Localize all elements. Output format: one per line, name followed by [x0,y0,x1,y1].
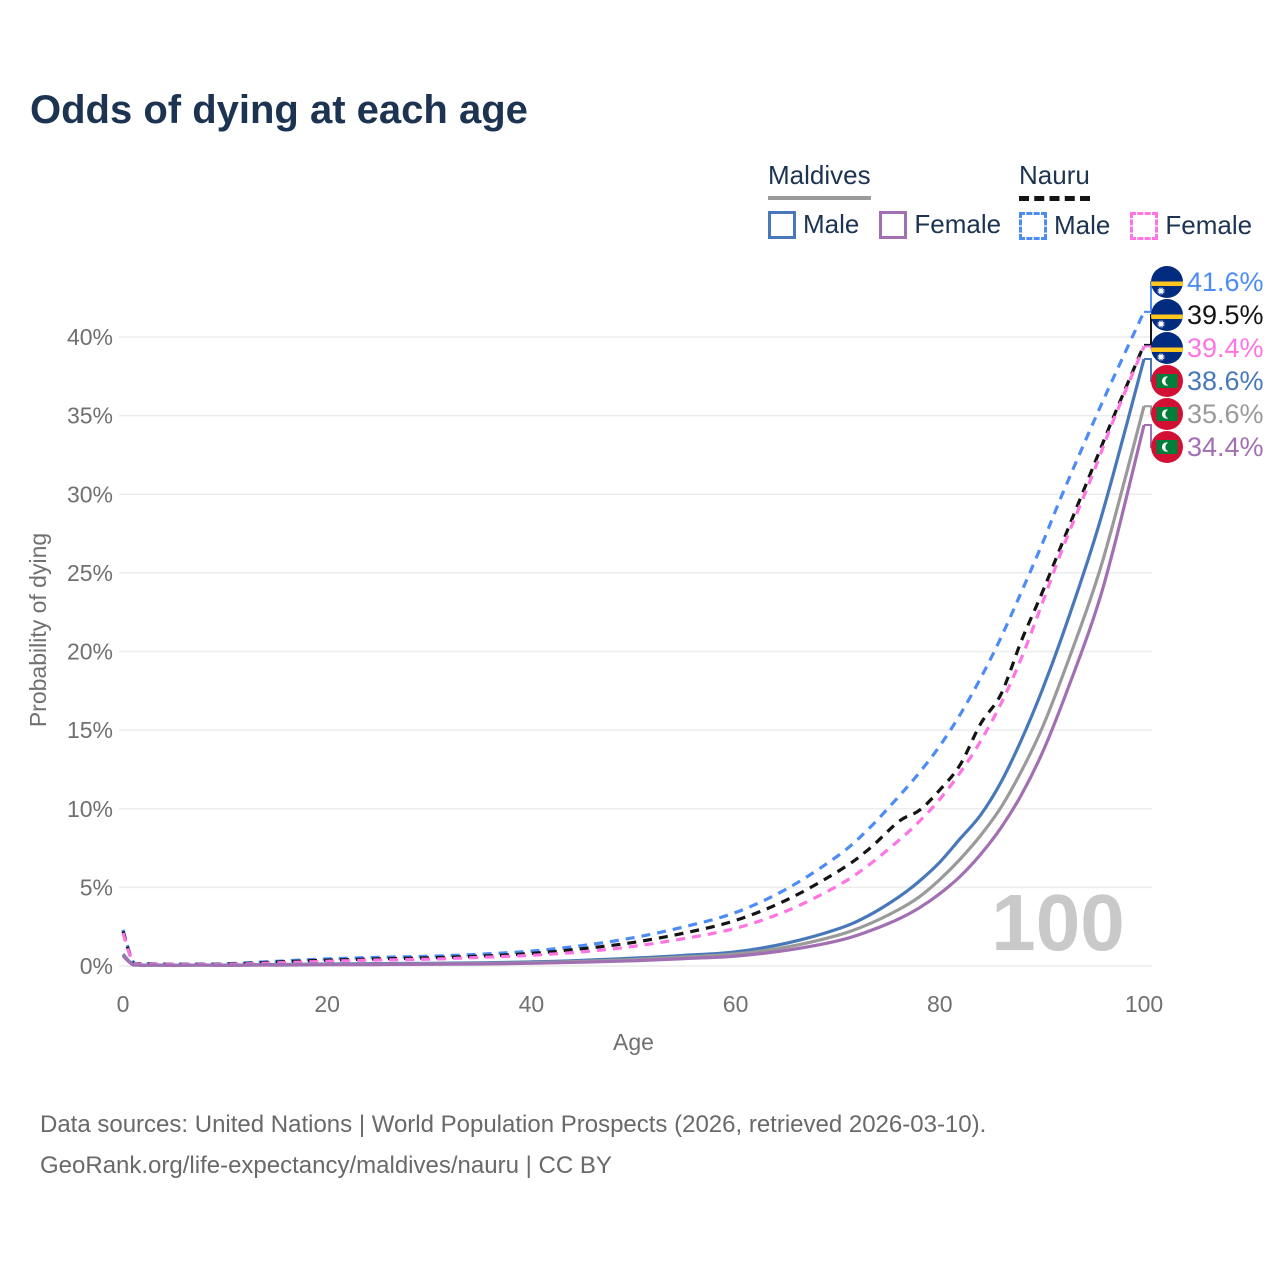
maldives-flag-crescent-cut [1165,442,1175,452]
maldives-flag-crescent-cut [1165,409,1175,419]
x-axis-tick-label: 80 [927,991,953,1017]
end-value-label-maldives: 35.6% [1187,399,1264,429]
x-axis-tick-label: 20 [314,991,340,1017]
attribution-line: GeoRank.org/life-expectancy/maldives/nau… [40,1152,612,1179]
legend-country-maldives: Maldives [768,160,871,200]
series-line-nauru-male [121,311,1146,966]
legend-label-maldives-male: Male [803,209,860,239]
nauru-flag-stripe [1151,314,1183,319]
legend-row-nauru: Male Female [1019,210,1252,241]
y-axis-tick-label: 35% [67,403,113,429]
legend-group-nauru: Nauru Male Female [1019,160,1252,241]
x-axis-tick-label: 0 [117,991,130,1017]
end-value-label-maldives-female: 34.4% [1187,432,1264,462]
y-axis-tick-label: 20% [67,639,113,665]
y-axis-tick-label: 10% [67,796,113,822]
legend-group-maldives: Maldives Male Female [768,160,1001,240]
nauru-flag-star [1156,352,1166,362]
y-axis-tick-label: 40% [67,324,113,350]
nauru-flag-star [1156,286,1166,296]
x-axis-tick-label: 60 [723,991,749,1017]
data-source-line: Data sources: United Nations | World Pop… [40,1111,987,1138]
legend-label-nauru-male: Male [1054,210,1111,240]
x-axis-tick-label: 100 [1125,991,1163,1017]
maldives-flag-crescent-cut [1165,376,1175,386]
series-line-maldives-female [121,424,1146,968]
legend-item-nauru-female[interactable]: Female [1130,210,1252,241]
maldives-male-swatch-icon [768,210,796,239]
legend-label-nauru-female: Female [1165,210,1253,240]
series-line-maldives-male [121,358,1146,968]
chart-footer: Data sources: United Nations | World Pop… [40,1104,986,1186]
end-value-label-nauru-female: 39.4% [1187,333,1264,363]
series-line-nauru-female [121,345,1146,967]
end-value-label-maldives-male: 38.6% [1187,366,1264,396]
x-axis-title: Age [613,1029,654,1055]
legend-item-nauru-male[interactable]: Male [1019,210,1110,241]
nauru-flag-stripe [1151,281,1183,286]
y-axis-tick-label: 0% [80,953,113,979]
y-axis-title: Probability of dying [25,533,51,727]
legend-row-maldives: Male Female [768,209,1001,240]
legend-item-maldives-male[interactable]: Male [768,209,859,240]
y-axis-tick-label: 25% [67,560,113,586]
maldives-female-swatch-icon [879,210,908,239]
end-value-label-nauru: 39.5% [1187,300,1264,330]
nauru-flag-stripe [1151,347,1183,352]
y-axis-tick-label: 30% [67,481,113,507]
legend-item-maldives-female[interactable]: Female [879,209,1001,240]
legend-label-maldives-female: Female [914,209,1002,239]
nauru-male-swatch-icon [1019,211,1047,240]
x-axis-tick-label: 40 [519,991,545,1017]
nauru-female-swatch-icon [1130,211,1159,240]
series-line-nauru [121,344,1146,966]
y-axis-tick-label: 5% [80,874,113,900]
y-axis-tick-label: 15% [67,717,113,743]
legend-country-nauru: Nauru [1019,160,1090,201]
nauru-flag-star [1156,319,1166,329]
end-value-label-nauru-male: 41.6% [1187,267,1264,297]
chart-title: Odds of dying at each age [30,88,528,132]
age-watermark: 100 [991,878,1124,967]
